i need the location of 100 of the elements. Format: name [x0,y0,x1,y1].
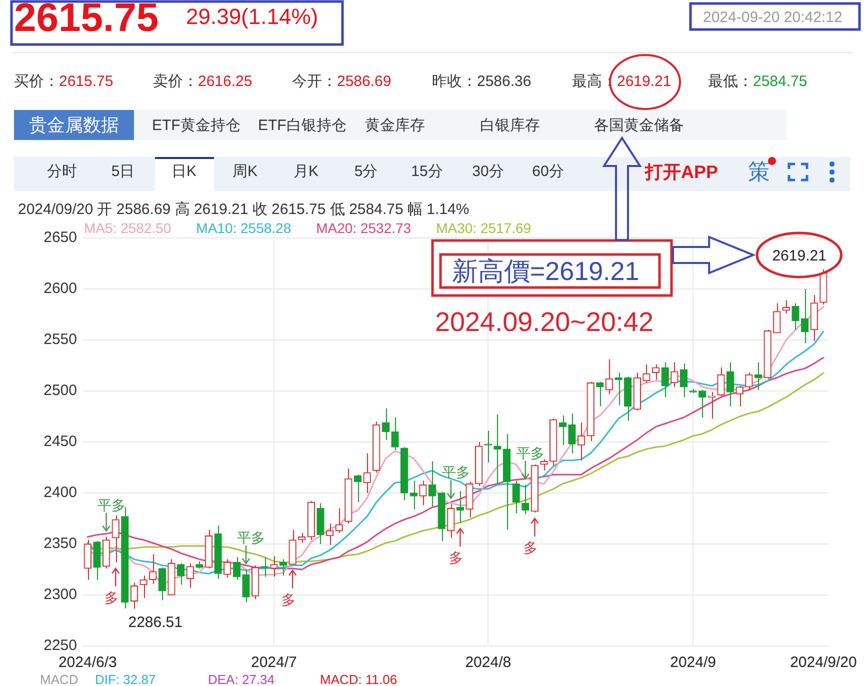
candlestick [745,372,753,390]
text: 贵金属数据 [14,110,134,140]
candlestick [736,385,744,407]
text: 2024-09-20 20:42:12 [703,8,842,28]
y-tick-label: 2400 [44,484,77,502]
text: 日K [170,162,198,182]
annotation: 平多 [97,496,126,513]
text: 黄金库存 [365,116,425,136]
candlestick [800,288,809,344]
y-tick-label: 2350 [44,535,77,552]
text: MA30: 2517.69 [436,220,532,236]
text: 月K [292,162,320,182]
text: 卖价：2616.25 [153,70,252,92]
candlestick [484,430,492,463]
text: 15分 [410,162,444,182]
text: MA5: 2582.50 [84,220,172,236]
annotation: 多 [449,550,464,566]
candlestick [568,412,576,454]
candlestick [680,362,688,398]
candlestick [698,389,706,418]
y-tick-label: 2500 [44,382,77,400]
chart-title: 2615.75 [14,0,159,40]
text: 白银库存 [480,116,540,136]
text: ETF黄金持仓 [152,116,240,136]
candlestick [391,417,399,451]
candlestick [717,367,725,397]
candlestick [186,562,194,588]
candlestick [661,362,669,398]
y-tick-label: 2300 [44,586,77,604]
text: 打开APP [645,161,718,184]
candlestick [335,508,343,534]
candlestick [522,484,530,515]
annotation: 多 [104,589,119,606]
text: 买价：2615.75 [14,70,114,92]
candlestick [84,539,92,580]
text: 最低：2584.75 [708,70,808,92]
y-tick-label: 2600 [44,280,77,298]
text: ETF白银持仓 [258,116,346,136]
text: MA10: 2558.28 [196,220,292,236]
text: 昨收：2586.36 [432,70,532,92]
text: 5日 [110,162,136,182]
candlestick [596,381,604,407]
text: 分时 [46,162,78,182]
annotation: 多 [282,591,296,608]
text: 60分 [531,162,565,182]
candlestick [130,582,138,610]
text: 今开：2586.69 [292,70,392,92]
candlestick [363,452,371,494]
annotation: 2286.51 [128,614,182,631]
text: MACD: 11.06 [320,672,398,686]
candlestick [270,556,278,578]
candlestick [260,556,268,578]
x-tick-label: 2024/7 [250,654,297,672]
candlestick [652,364,660,380]
text: DIF: 32.87 [95,672,156,686]
annotation: 多 [524,539,538,556]
text: DEA: 27.34 [208,672,274,686]
y-tick-label: 2550 [44,331,77,348]
x-tick-label: 2024/9/20 [790,654,857,672]
candlestick [540,458,548,472]
y-tick-label: 2450 [44,433,77,450]
candlestick [782,300,790,314]
text: MA20: 2532.73 [316,220,412,236]
candlestick [512,480,520,514]
candlestick [288,529,296,565]
candlestick [242,569,250,603]
candlestick [605,358,614,395]
annotation: 新高價=2619.21 [452,255,640,287]
candlestick [158,566,166,601]
candlestick [792,302,800,330]
y-tick-label: 2650 [44,229,77,246]
candlestick [112,514,120,563]
text: 策 [748,158,770,186]
candlestick [726,362,734,407]
text: 30分 [471,162,505,182]
text: 各国黄金储备 [594,116,684,136]
x-tick-label: 2024/6/3 [58,654,117,672]
text: MACD [40,672,78,686]
candlestick [298,532,306,544]
candlestick [140,575,148,599]
annotation: 平多 [442,464,470,480]
y-tick-label: 2250 [44,637,77,654]
text: 5分 [353,162,379,182]
candlestick [232,556,241,580]
candlestick [354,474,362,503]
text: 2024/09/20 开 2586.69 高 2619.21 收 2615.75 低 2584.75 幅 1.14% [18,200,470,220]
x-tick-label: 2024/9 [670,654,716,672]
candlestick [279,558,288,576]
candlestick [642,364,650,384]
annotation: 2024.09.20~20:42 [435,306,654,338]
annotation: 平多 [236,530,265,546]
text: 周K [231,162,258,182]
candlestick [494,414,502,484]
candlestick [326,523,334,546]
candlestick [773,302,781,334]
candlestick [149,554,157,584]
candlestick [447,504,455,538]
candlestick [577,422,586,461]
x-tick-label: 2024/8 [465,654,512,672]
candlestick [670,362,678,388]
